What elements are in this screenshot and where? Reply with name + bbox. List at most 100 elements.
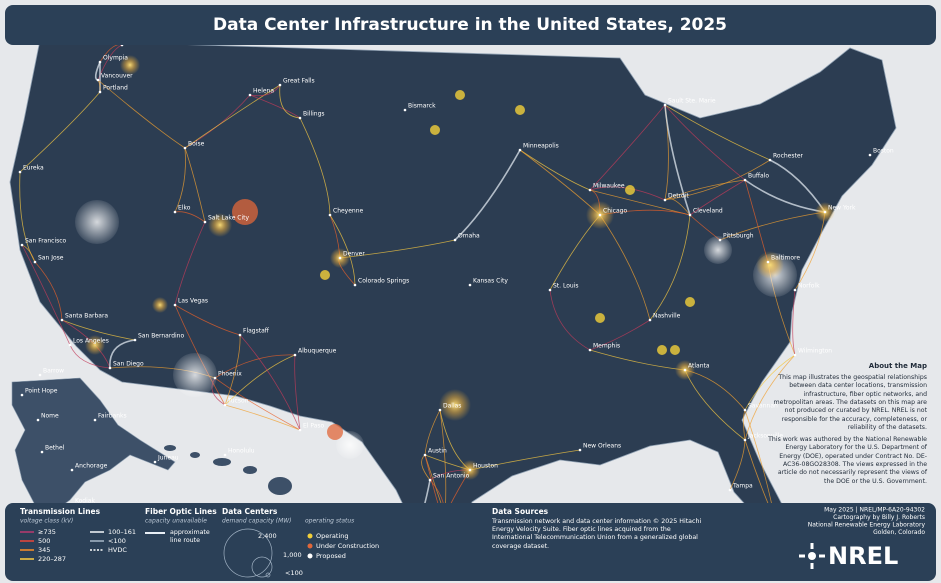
city-dot [203, 220, 207, 224]
data-center [657, 345, 667, 355]
voltage-label: HVDC [108, 546, 127, 554]
city-label: Los Angeles [73, 338, 109, 345]
legend-title: Fiber Optic Lines [145, 507, 217, 516]
line-route [19, 91, 101, 173]
line-route [294, 354, 301, 431]
size-swatch [265, 572, 271, 578]
line-route [589, 319, 651, 351]
data-center [515, 105, 525, 115]
city-dot [96, 78, 100, 82]
sources-title: Data Sources [492, 507, 549, 516]
city-dot [183, 146, 187, 150]
voltage-label: 100–161 [108, 528, 136, 536]
city-dot [688, 213, 692, 217]
map-title: Data Center Infrastructure in the United… [213, 15, 727, 35]
line-route [184, 84, 281, 149]
city-dot [36, 418, 40, 422]
size-label: <100 [285, 569, 303, 577]
sources-text: Transmission network and data center inf… [492, 518, 702, 550]
city-label: Denver [343, 251, 365, 258]
city-label: Billings [303, 111, 325, 118]
city-label: Nome [41, 413, 59, 420]
city-label: Nashville [653, 313, 681, 320]
credit-line: National Renewable Energy Laboratory [808, 522, 926, 529]
line-route [97, 79, 186, 149]
city-label: St. Louis [553, 283, 578, 290]
city-dot [18, 170, 22, 174]
line-route [224, 354, 296, 406]
city-dot [453, 238, 457, 242]
line-route [689, 179, 746, 216]
status-legend: Operating Under Construction Proposed [307, 532, 379, 560]
legend-subtitle: capacity unavailable [145, 518, 207, 525]
line-route [664, 159, 771, 201]
city-label: Sault Ste. Marie [668, 98, 716, 105]
data-center-glow [152, 297, 168, 313]
city-label: Flagstaff [243, 328, 270, 335]
city-label: Salt Lake City [208, 215, 250, 222]
legend-subtitle: operating status [305, 518, 354, 525]
city-label: San Jose [38, 255, 64, 262]
data-center-glow [85, 335, 105, 355]
voltage-label: 220–287 [38, 555, 66, 563]
data-center-proposed [327, 424, 343, 440]
city-label: Great Falls [283, 78, 315, 85]
city-label: Norfolk [798, 283, 820, 290]
about-title: About the Map [868, 362, 927, 370]
legend-subtitle: voltage class (kV) [20, 518, 73, 525]
city-dot [663, 103, 667, 107]
city-dot [278, 83, 282, 87]
voltage-label: 500 [38, 537, 50, 545]
city-dot [40, 450, 44, 454]
data-center [670, 345, 680, 355]
city-dot [98, 60, 102, 64]
city-dot [133, 338, 137, 342]
line-route [174, 211, 206, 223]
city-dot [98, 90, 102, 94]
line-route [424, 409, 441, 456]
city-label: Cleveland [693, 208, 723, 215]
city-label: Vancouver [101, 73, 133, 80]
line-route [109, 339, 136, 369]
status-swatch [307, 533, 313, 539]
city-label: Minneapolis [523, 143, 559, 150]
city-dot [438, 408, 442, 412]
city-label: Elko [178, 205, 191, 212]
city-label: Wilmington [798, 348, 832, 355]
city-dot [718, 238, 722, 242]
line-route [69, 344, 111, 369]
city-label: Chicago [603, 208, 627, 215]
city-dot [173, 210, 177, 214]
line-route [519, 149, 591, 191]
city-label: Baltimore [771, 255, 800, 262]
status-label: Proposed [316, 552, 346, 560]
city-dot [248, 93, 252, 97]
line-route [729, 439, 746, 491]
line-route [549, 289, 591, 351]
city-label: Bethel [45, 445, 65, 452]
land-hawaii [164, 445, 292, 495]
city-dot [598, 213, 602, 217]
line-route [34, 261, 63, 321]
line-route [589, 186, 666, 201]
size-swatch [251, 556, 273, 578]
legend-title: Data Centers [222, 507, 278, 516]
title-bar [5, 5, 936, 45]
line-route [743, 409, 746, 441]
city-dot [298, 428, 302, 432]
city-dot [766, 260, 770, 264]
line-route [589, 104, 666, 191]
city-label: Buffalo [748, 173, 769, 180]
city-label: Anchorage [75, 463, 108, 470]
city-dot [293, 353, 297, 357]
city-dot [793, 353, 797, 357]
line-route [249, 94, 301, 119]
data-center-glow [336, 431, 364, 459]
city-dot [93, 418, 97, 422]
logo-icon [799, 543, 825, 569]
line-route [174, 221, 206, 306]
city-label: Rochester [773, 153, 804, 160]
city-label: Houston [473, 463, 498, 470]
line-route [214, 354, 296, 379]
